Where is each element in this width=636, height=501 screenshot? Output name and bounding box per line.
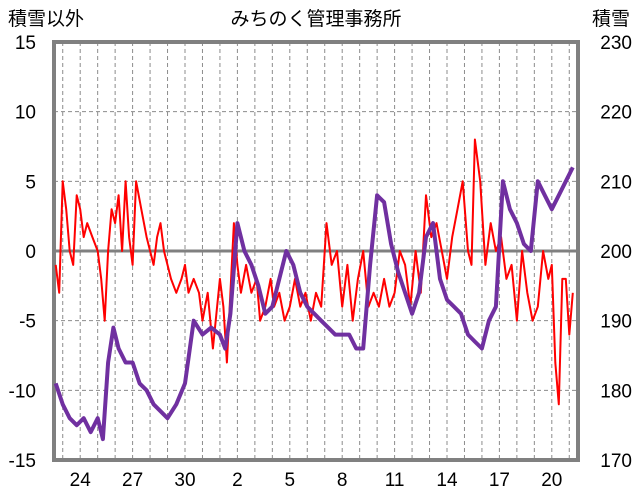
gridlines	[54, 42, 578, 460]
left-tick-label: 15	[15, 33, 36, 54]
x-tick-label: 8	[337, 470, 348, 491]
x-tick-label: 27	[122, 470, 143, 491]
series-right-line	[53, 166, 575, 442]
left-axis-label: 積雪以外	[8, 8, 84, 30]
x-tick-label: 20	[541, 470, 562, 491]
right-tick-label: 190	[600, 312, 632, 333]
right-axis-label: 積雪	[592, 8, 630, 30]
right-tick-label: 220	[600, 103, 632, 124]
right-tick-label: 230	[600, 33, 632, 54]
x-tick-label: 30	[174, 470, 195, 491]
x-tick-label: 14	[436, 470, 458, 491]
x-tick-label: 5	[285, 470, 296, 491]
left-tick-label: -10	[9, 381, 36, 402]
series-left-line	[54, 138, 574, 406]
x-tick-label: 11	[385, 470, 405, 491]
series-layer	[53, 138, 575, 442]
axes	[52, 40, 580, 462]
x-tick-label: 17	[489, 470, 510, 491]
left-tick-label: 5	[25, 172, 36, 193]
right-tick-label: 180	[600, 381, 632, 402]
left-tick-label: 10	[15, 103, 36, 124]
left-tick-label: -5	[19, 312, 36, 333]
x-tick-label: 24	[70, 470, 92, 491]
x-tick-label: 2	[232, 470, 243, 491]
left-tick-label: 0	[25, 242, 36, 263]
left-tick-label: -15	[9, 451, 36, 472]
right-tick-label: 210	[600, 172, 632, 193]
right-tick-label: 200	[600, 242, 632, 263]
chart-title: みちのく管理事務所	[230, 8, 401, 30]
right-tick-label: 170	[600, 451, 632, 472]
